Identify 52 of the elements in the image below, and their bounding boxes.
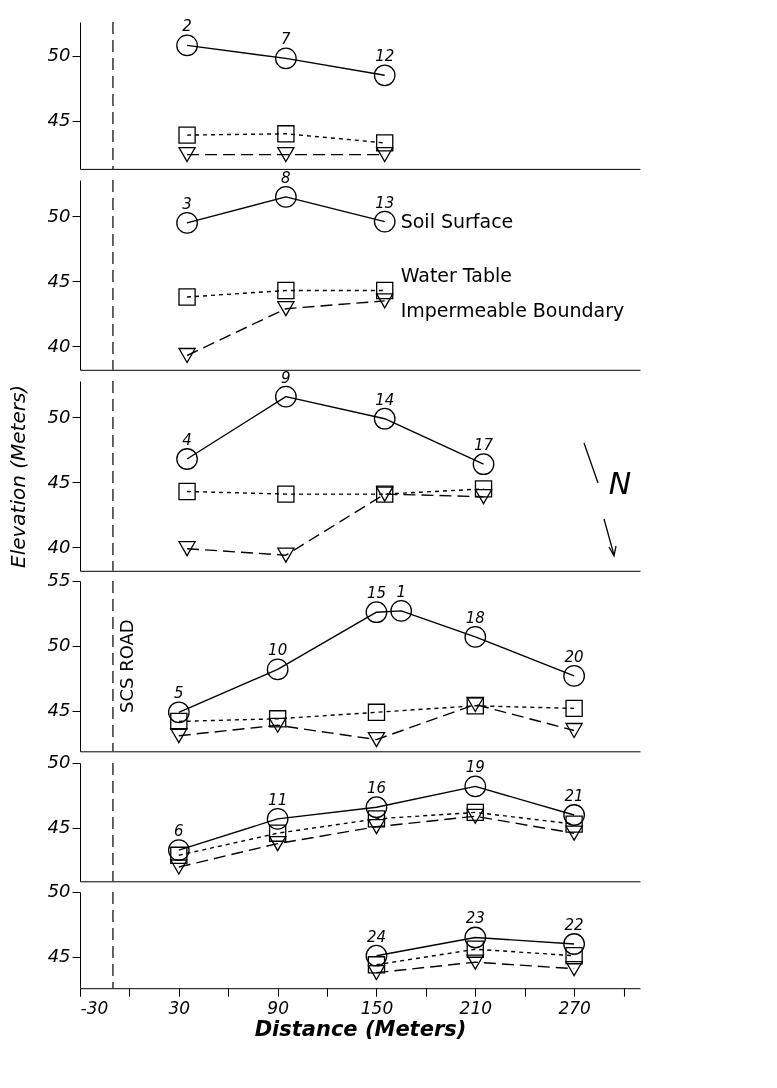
y-tick-label: 45 (47, 269, 71, 291)
annotation: 13 (375, 193, 395, 212)
annotation: 11 (268, 790, 288, 809)
y-tick-label: 40 (47, 334, 71, 356)
annotation: 12 (375, 47, 395, 66)
annotation: 23 (465, 909, 485, 928)
annotation: 10 (268, 641, 288, 660)
x-tick-label: 150 (360, 997, 394, 1018)
y-tick-label: 55 (47, 569, 71, 591)
annotation: 24 (366, 927, 387, 946)
y-tick-label: 45 (47, 109, 71, 131)
annotation: 1 (396, 583, 406, 602)
annotation: 6 (174, 821, 184, 840)
annotation: 7 (281, 30, 292, 49)
annotation: 9 (281, 368, 291, 387)
y-tick-label: 50 (47, 204, 71, 226)
annotation: 18 (465, 609, 485, 628)
y-tick-label: 45 (47, 816, 71, 838)
annotation: 5 (174, 684, 184, 703)
annotation: 17 (473, 435, 494, 454)
x-axis-title: Distance (Meters) (254, 1016, 467, 1041)
x-tick-label: 210 (459, 997, 492, 1018)
annotation: 8 (281, 168, 291, 187)
annotation: 4 (182, 430, 192, 449)
series-label: Impermeable Boundary (400, 298, 625, 321)
annotation: N (608, 466, 632, 502)
y-tick-label: 50 (47, 880, 71, 902)
annotation: 19 (465, 758, 485, 777)
ref-line-label: SCS ROAD (115, 619, 137, 714)
y-tick-label: 50 (47, 405, 71, 427)
y-tick-label: 50 (47, 634, 71, 656)
annotation: 22 (564, 916, 584, 935)
annotation: 16 (366, 778, 387, 797)
y-tick-label: 50 (47, 751, 71, 773)
x-tick-label: 90 (267, 997, 289, 1018)
annotation: 15 (366, 584, 387, 603)
series-label: Water Table (400, 264, 512, 287)
y-tick-label: 45 (47, 699, 71, 721)
annotation: 14 (375, 390, 395, 409)
y-tick-label: 45 (47, 945, 71, 967)
y-axis-title: Elevation (Meters) (5, 384, 30, 568)
annotation: 2 (182, 17, 192, 36)
y-tick-label: 45 (47, 470, 71, 492)
x-tick-label: 270 (558, 997, 591, 1018)
series-label: Soil Surface (400, 209, 514, 232)
annotation: 20 (564, 648, 584, 667)
y-tick-label: 40 (47, 535, 71, 557)
x-tick-label: -30 (80, 997, 109, 1018)
x-tick-label: 30 (168, 997, 191, 1018)
annotation: 21 (564, 786, 584, 805)
y-tick-label: 50 (47, 44, 71, 66)
annotation: 3 (182, 194, 192, 213)
